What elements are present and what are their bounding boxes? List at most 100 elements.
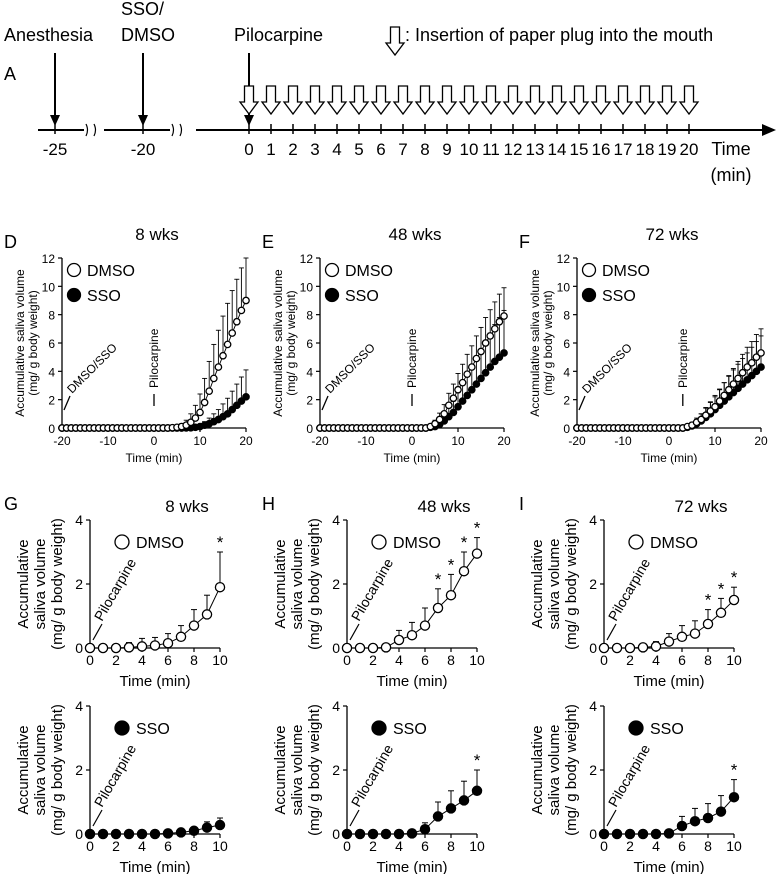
data-point-dmso xyxy=(444,401,453,410)
y-tick-label: 2 xyxy=(332,762,340,778)
y-tick-label: 0 xyxy=(332,640,340,656)
x-tick-label: 8 xyxy=(190,838,198,854)
data-point-sso xyxy=(237,397,246,405)
timeline-tick-label: 4 xyxy=(332,140,341,159)
panel-title: 8 wks xyxy=(135,225,178,244)
y-axis-label: (mg/ g body weight) xyxy=(306,704,323,836)
data-point-dmso xyxy=(463,370,472,379)
x-tick-label: -20 xyxy=(568,434,586,448)
data-point-sso xyxy=(752,367,761,376)
y-axis-label: saliva volume xyxy=(289,725,306,816)
annotation-pilocarpine: Pilocarpine xyxy=(605,741,654,809)
annotation-dmso-sso: DMSO/SSO xyxy=(579,340,635,396)
data-point xyxy=(598,642,610,654)
event-pilocarpine-label: Pilocarpine xyxy=(234,25,323,45)
data-point xyxy=(214,581,226,593)
x-tick-label: 10 xyxy=(726,838,742,854)
data-point-dmso xyxy=(440,409,449,418)
legend-marker-sso xyxy=(114,720,130,736)
data-point-sso xyxy=(738,380,747,388)
data-point-dmso xyxy=(734,374,742,383)
legend-label-dmso: DMSO xyxy=(393,535,441,552)
y-axis-label: saliva volume xyxy=(289,539,306,630)
y-axis-label: Accumulative xyxy=(272,539,289,628)
x-tick-label: 0 xyxy=(343,652,351,668)
data-point xyxy=(432,811,444,822)
x-tick-label: 20 xyxy=(497,434,511,448)
data-point xyxy=(341,642,353,654)
x-tick-label: 6 xyxy=(678,652,686,668)
data-point xyxy=(611,828,623,840)
y-axis-label: (mg/ g body weight) xyxy=(26,290,40,395)
y-tick-label: 4 xyxy=(75,698,83,714)
x-tick-label: 20 xyxy=(239,434,253,448)
plug-insertion-arrow xyxy=(524,85,546,116)
legend-sso-marker xyxy=(581,287,597,303)
x-tick-label: -20 xyxy=(53,434,71,448)
significance-marker: * xyxy=(705,591,712,610)
plug-insertion-arrow xyxy=(238,85,260,116)
data-point xyxy=(432,602,444,614)
data-point-dmso xyxy=(454,385,462,394)
data-point-dmso xyxy=(223,340,232,349)
legend-marker-dmso xyxy=(371,534,387,550)
y-tick-label: 12 xyxy=(557,252,571,266)
timeline-tick-label: 19 xyxy=(658,140,677,159)
timeline-legend-text: : Insertion of paper plug into the mouth xyxy=(405,25,713,45)
timeline-tick-label: 17 xyxy=(614,140,633,159)
data-point-dmso xyxy=(205,387,214,396)
legend-sso-label: SSO xyxy=(602,288,636,305)
data-point xyxy=(136,641,148,652)
x-axis-label: Time (min) xyxy=(633,673,704,690)
data-point-dmso xyxy=(200,398,209,407)
x-tick-label: -10 xyxy=(357,434,375,448)
data-point-dmso xyxy=(747,358,756,367)
data-point xyxy=(624,828,636,840)
data-point xyxy=(471,548,483,559)
legend-marker-sso xyxy=(628,720,644,736)
data-point xyxy=(354,642,366,654)
panel-label-d: D xyxy=(4,232,17,252)
timeline-tick-label: 10 xyxy=(460,140,479,159)
plug-insertion-arrow xyxy=(348,85,370,116)
data-point-dmso xyxy=(228,329,237,337)
plug-insertion-arrow xyxy=(568,85,590,116)
data-point xyxy=(201,822,213,833)
data-point xyxy=(188,620,200,631)
data-point-dmso xyxy=(738,368,747,377)
y-tick-label: 4 xyxy=(75,512,83,528)
y-tick-label: 4 xyxy=(306,365,313,379)
y-tick-label: 6 xyxy=(306,337,313,351)
data-point xyxy=(393,828,405,840)
data-point-dmso xyxy=(486,332,495,340)
legend-label-sso: SSO xyxy=(393,721,427,738)
axis-break-0-1 xyxy=(93,123,97,137)
legend-label-dmso: DMSO xyxy=(650,535,698,552)
y-axis-label: Accumulative xyxy=(529,725,546,814)
x-tick-label: 8 xyxy=(447,652,455,668)
data-point xyxy=(367,828,379,840)
data-point-dmso xyxy=(242,296,250,305)
legend-label-sso: SSO xyxy=(650,721,684,738)
data-point-dmso xyxy=(209,374,218,383)
y-tick-label: 8 xyxy=(48,309,55,323)
timeline-tick-label: 20 xyxy=(680,140,699,159)
plug-insertion-arrow xyxy=(634,85,656,116)
data-point xyxy=(380,642,392,653)
data-point-sso xyxy=(500,349,508,357)
data-point xyxy=(110,642,122,654)
y-tick-label: 0 xyxy=(75,640,83,656)
x-tick-label: 4 xyxy=(395,652,403,668)
y-axis-label: (mg/ g body weight) xyxy=(563,704,580,836)
x-tick-label: 10 xyxy=(212,652,228,668)
x-tick-label: 4 xyxy=(138,652,146,668)
annotation-dmso-sso: DMSO/SSO xyxy=(64,340,120,396)
timeline-axis-unit: (min) xyxy=(711,165,752,185)
x-tick-label: 0 xyxy=(86,652,94,668)
y-axis-label: (mg/ g body weight) xyxy=(284,290,298,395)
data-point-sso xyxy=(477,374,485,383)
x-axis-label: Time (min) xyxy=(119,859,190,874)
data-point-sso xyxy=(458,397,467,405)
annotation-pilocarpine: Pilocarpine xyxy=(91,741,140,809)
x-tick-label: 10 xyxy=(193,434,207,448)
